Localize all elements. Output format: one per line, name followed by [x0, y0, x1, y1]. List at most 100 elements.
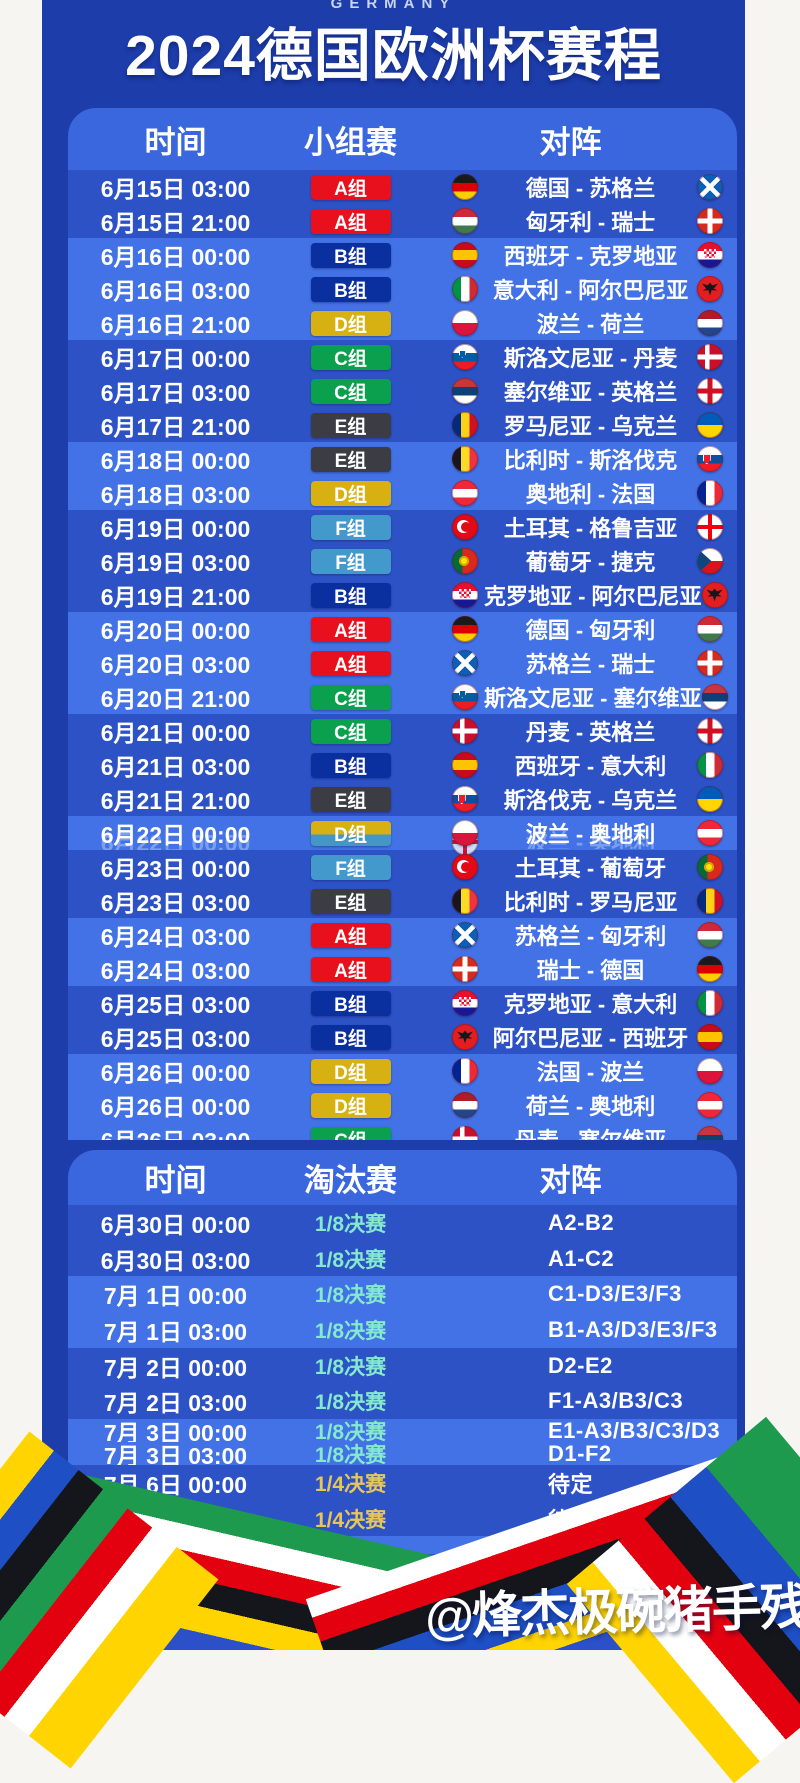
match-time: 6月26日 00:00 [100, 1094, 251, 1120]
table-row: 6月17日 21:00 E组 罗马尼亚 - 乌克兰 [68, 408, 737, 442]
austria-flag-icon [452, 480, 478, 506]
match-name: 奥地利 - 法国 [525, 482, 656, 507]
group-badge: A组 [310, 174, 391, 200]
group-badge-cell: A组 [283, 616, 418, 642]
match-time-cell: 6月30日 03:00 [68, 1242, 283, 1276]
table-row: 6月19日 03:00 F组 葡萄牙 - 捷克 [68, 544, 737, 578]
table-row: 6月21日 03:00 B组 西班牙 - 意大利 [68, 748, 737, 782]
match-name: 瑞士 - 德国 [536, 958, 645, 983]
table-row: 6月21日 21:00 E组 斯洛伐克 - 乌克兰 [68, 782, 737, 816]
match-time: 7月 3日 03:00 [103, 1442, 248, 1469]
group-badge-cell: B组 [283, 752, 418, 778]
match-time: 6月30日 03:00 [100, 1247, 251, 1274]
group-badge-cell: A组 [283, 174, 418, 200]
group-badge-cell: E组 [283, 786, 418, 812]
match-time: 6月26日 03:00 [101, 1128, 251, 1140]
match-time-cell: 7月 2日 00:00 [68, 1349, 283, 1383]
home-flag [452, 684, 478, 710]
group-badge-cell: C组 [283, 684, 418, 710]
match-name: F1-A3/B3/C3 [548, 1388, 684, 1414]
table-row: 6月26日 00:00 D组 荷兰 - 奥地利 [68, 1088, 737, 1122]
hungary-flag-icon [452, 208, 478, 234]
match-name: 克罗地亚 - 意大利 [503, 992, 678, 1017]
france-flag-icon [452, 1058, 478, 1084]
group-badge: B组 [310, 752, 391, 778]
table-row: 6月20日 03:00 A组 苏格兰 - 瑞士 [68, 646, 737, 680]
match-time-cell: 6月19日 21:00 [68, 578, 283, 612]
match-time-cell: 6月16日 03:00 [68, 272, 283, 306]
match-name: 德国 - 苏格兰 [525, 176, 656, 201]
match-cell: 斯洛伐克 - 乌克兰 [418, 783, 737, 815]
group-badge: D组 [310, 1092, 391, 1118]
germany-flag-icon [452, 174, 478, 200]
match-cell: 比利时 - 斯洛伐克 [418, 443, 737, 475]
header-match: 对阵 [539, 1163, 602, 1198]
spain-flag-icon [697, 1024, 723, 1050]
home-flag [452, 922, 478, 948]
knockout-stage-label: 1/8决赛 [314, 1420, 387, 1444]
match-time-cell: 6月16日 21:00 [68, 306, 283, 340]
group-badge: B组 [310, 582, 391, 608]
home-flag [452, 616, 478, 642]
match-time: 6月21日 21:00 [100, 788, 251, 814]
table-row: 6月20日 00:00 A组 德国 - 匈牙利 [68, 612, 737, 646]
match-cell: 斯洛文尼亚 - 塞尔维亚 [418, 681, 737, 713]
match-name: 阿尔巴尼亚 - 西班牙 [492, 1026, 689, 1051]
switzerland-flag-icon [452, 956, 478, 982]
knockout-stage-label: 1/8决赛 [314, 1284, 387, 1308]
match-time: 6月17日 00:00 [100, 346, 251, 372]
table-row: 6月18日 00:00 E组 比利时 - 斯洛伐克 [68, 442, 737, 476]
group-badge: D组 [310, 1058, 391, 1084]
match-time-cell: 7月 3日 03:00 [68, 1437, 283, 1471]
austria-flag-icon [697, 820, 723, 846]
home-flag [452, 514, 478, 540]
italy-flag-icon [452, 276, 478, 302]
group-badge: C组 [310, 684, 391, 710]
match-name: 斯洛文尼亚 - 丹麦 [503, 346, 678, 371]
match-cell: 待定 [418, 1467, 737, 1499]
group-badge-cell: B组 [283, 1024, 418, 1050]
group-badge: C组 [310, 718, 391, 744]
england-flag-icon [697, 378, 723, 404]
england-flag-icon [697, 718, 723, 744]
match-time: 6月16日 00:00 [100, 244, 251, 270]
poland-flag-icon [452, 310, 478, 336]
header-time: 时间 [144, 1163, 207, 1198]
match-time-cell: 7月 1日 03:00 [68, 1313, 283, 1347]
group-stage-header-row: 时间 小组赛 对阵 [68, 108, 737, 170]
croatia-flag-icon [452, 990, 478, 1016]
match-name: 荷兰 - 奥地利 [525, 1094, 656, 1119]
knockout-stage-cell: 1/8决赛 [283, 1351, 418, 1381]
match-cell: 塞尔维亚 - 英格兰 [418, 375, 737, 407]
match-time-cell: 6月15日 03:00 [68, 170, 283, 204]
knockout-stage-label: 1/8决赛 [314, 1391, 387, 1415]
group-badge-cell: D组 [283, 820, 418, 846]
ukraine-flag-icon [697, 412, 723, 438]
czech-flag-icon [697, 548, 723, 574]
denmark-flag-icon [697, 344, 723, 370]
match-name: 比利时 - 罗马尼亚 [503, 890, 678, 915]
home-flag [452, 378, 478, 404]
match-time-cell: 6月18日 00:00 [68, 442, 283, 476]
serbia-flag-icon [452, 378, 478, 404]
match-time-cell: 6月17日 00:00 [68, 340, 283, 374]
home-flag [452, 582, 478, 608]
table-row: 6月26日 03:00 C组 丹麦 - 塞尔维亚 [68, 1122, 737, 1140]
header-time: 时间 [144, 124, 207, 160]
switzerland-flag-icon [697, 650, 723, 676]
knockout-stage-cell: 1/8决赛 [283, 1386, 418, 1416]
match-time-cell: 7月 1日 00:00 [68, 1277, 283, 1311]
home-flag [452, 548, 478, 574]
group-badge-cell: E组 [283, 888, 418, 914]
match-time-cell: 6月23日 03:00 [68, 884, 283, 918]
match-name: 波兰 - 奥地利 [525, 822, 656, 847]
group-badge: B组 [310, 1024, 391, 1050]
watermark-text: @烽杰极碗猪手残 [424, 1578, 800, 1645]
home-flag [452, 956, 478, 982]
knockout-stage-cell: 1/8决赛 [283, 1439, 418, 1469]
match-time: 6月25日 03:00 [100, 1026, 251, 1052]
home-flag [452, 990, 478, 1016]
match-time-cell: 7月 2日 03:00 [68, 1384, 283, 1418]
group-badge: A组 [310, 616, 391, 642]
match-cell: 斯洛文尼亚 - 丹麦 [418, 341, 737, 373]
